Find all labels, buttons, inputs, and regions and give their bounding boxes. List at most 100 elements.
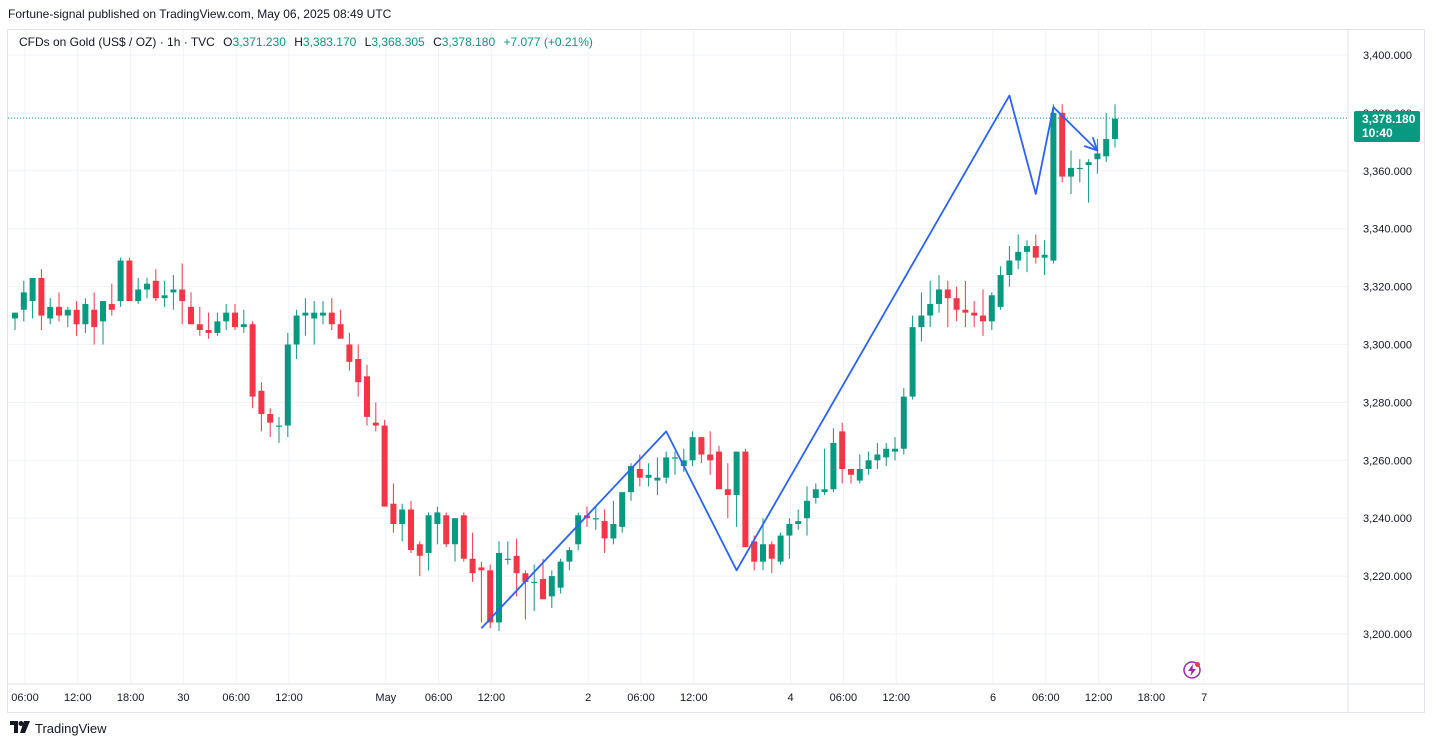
candle-body[interactable]: [742, 451, 749, 548]
candle-body[interactable]: [91, 309, 98, 328]
candle-body[interactable]: [980, 315, 986, 322]
candle-body[interactable]: [962, 309, 969, 313]
candle-body[interactable]: [434, 512, 441, 524]
candle-body[interactable]: [416, 544, 423, 556]
candle-body[interactable]: [522, 573, 529, 582]
candle-body[interactable]: [443, 515, 450, 545]
candle-body[interactable]: [592, 518, 599, 520]
candle-body[interactable]: [628, 466, 634, 493]
candle-body[interactable]: [918, 315, 925, 328]
candle-body[interactable]: [408, 509, 414, 551]
candle-body[interactable]: [56, 306, 62, 316]
candle-body[interactable]: [100, 301, 106, 322]
candle-body[interactable]: [654, 477, 661, 481]
candle-body[interactable]: [557, 561, 564, 588]
candle-body[interactable]: [760, 544, 766, 562]
candle-body[interactable]: [645, 474, 652, 478]
candle-body[interactable]: [988, 295, 995, 322]
candle-body[interactable]: [38, 277, 45, 316]
candle-body[interactable]: [504, 558, 511, 560]
candle-body[interactable]: [284, 344, 291, 426]
candle-body[interactable]: [707, 454, 714, 461]
candle-body[interactable]: [135, 289, 142, 302]
candle-body[interactable]: [883, 448, 890, 458]
candle-body[interactable]: [865, 460, 872, 469]
candle-body[interactable]: [64, 309, 71, 316]
candle-body[interactable]: [29, 277, 36, 302]
candle-body[interactable]: [812, 489, 819, 498]
candle-body[interactable]: [20, 292, 27, 310]
candle-body[interactable]: [892, 448, 898, 452]
candle-body[interactable]: [346, 344, 353, 362]
candle-body[interactable]: [636, 468, 643, 478]
candle-body[interactable]: [548, 576, 555, 597]
candle-body[interactable]: [249, 324, 256, 397]
candle-body[interactable]: [804, 500, 810, 519]
candle-body[interactable]: [848, 468, 854, 475]
candle-body[interactable]: [1050, 112, 1057, 261]
candle-body[interactable]: [452, 518, 458, 545]
candle-body[interactable]: [689, 437, 696, 461]
candle-body[interactable]: [390, 503, 397, 524]
candle-body[interactable]: [663, 457, 670, 478]
candle-body[interactable]: [267, 413, 274, 423]
candle-body[interactable]: [777, 535, 784, 562]
candle-body[interactable]: [997, 275, 1004, 307]
candle-body[interactable]: [328, 312, 335, 325]
candle-body[interactable]: [1006, 260, 1013, 276]
candle-body[interactable]: [399, 509, 406, 524]
candle-body[interactable]: [144, 283, 150, 290]
candle-body[interactable]: [751, 541, 758, 562]
candle-body[interactable]: [232, 312, 238, 328]
candle-body[interactable]: [364, 376, 370, 417]
candle-body[interactable]: [1068, 167, 1074, 177]
candle-body[interactable]: [47, 306, 54, 319]
legend-symbol[interactable]: CFDs on Gold (US$ / OZ) · 1h · TVC: [19, 35, 215, 49]
candle-body[interactable]: [830, 442, 837, 490]
candle-body[interactable]: [733, 451, 740, 496]
candle-body[interactable]: [540, 578, 546, 600]
candle-body[interactable]: [874, 454, 881, 461]
candle-body[interactable]: [610, 523, 617, 539]
candle-body[interactable]: [478, 567, 485, 571]
candle-body[interactable]: [927, 303, 934, 316]
candle-body[interactable]: [786, 523, 793, 536]
candle-body[interactable]: [1076, 167, 1083, 170]
candle-body[interactable]: [724, 489, 731, 496]
candle-body[interactable]: [355, 358, 362, 383]
candle-body[interactable]: [716, 451, 722, 490]
candle-body[interactable]: [619, 492, 626, 527]
candle-body[interactable]: [108, 303, 115, 310]
candle-body[interactable]: [170, 289, 177, 293]
candle-body[interactable]: [223, 312, 230, 322]
candle-body[interactable]: [12, 312, 18, 319]
candle-body[interactable]: [531, 581, 538, 584]
candle-body[interactable]: [487, 570, 494, 623]
candle-body[interactable]: [320, 312, 326, 316]
candle-body[interactable]: [179, 289, 186, 302]
candle-body[interactable]: [1059, 112, 1066, 177]
candle-body[interactable]: [575, 515, 582, 545]
candle-body[interactable]: [126, 260, 133, 302]
candle-body[interactable]: [1085, 162, 1092, 166]
candle-body[interactable]: [469, 558, 476, 574]
candle-body[interactable]: [214, 321, 221, 333]
candle-body[interactable]: [82, 303, 89, 325]
candle-body[interactable]: [188, 306, 194, 325]
candle-body[interactable]: [496, 552, 502, 623]
footer-brand[interactable]: TradingView: [10, 721, 107, 736]
candle-body[interactable]: [1112, 118, 1118, 139]
candle-body[interactable]: [513, 555, 520, 574]
zigzag-drawing[interactable]: [480, 94, 1099, 629]
candle-body[interactable]: [839, 431, 846, 469]
candle-body[interactable]: [672, 457, 678, 459]
candle-body[interactable]: [372, 422, 379, 426]
candle-body[interactable]: [425, 515, 432, 553]
candle-body[interactable]: [337, 324, 344, 339]
candle-body[interactable]: [936, 289, 942, 304]
candle-body[interactable]: [601, 521, 608, 539]
candle-body[interactable]: [460, 515, 467, 559]
candle-body[interactable]: [566, 550, 573, 562]
candle-body[interactable]: [680, 460, 687, 467]
